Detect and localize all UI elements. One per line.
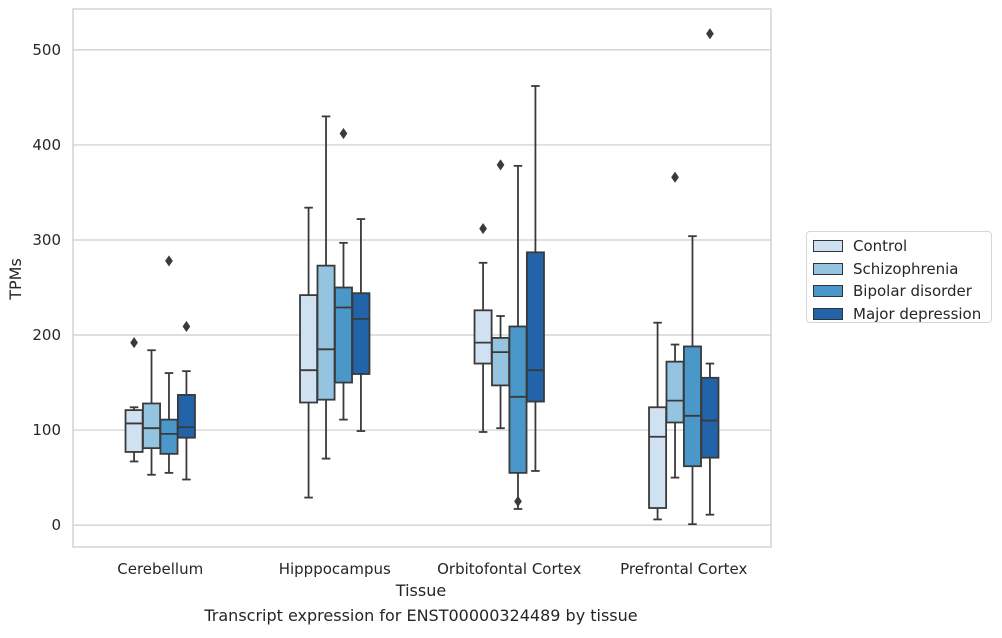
x-axis-label: Tissue	[395, 581, 446, 600]
outlier-point	[514, 495, 522, 508]
box-iqr	[508, 325, 528, 474]
box-bipolar-disorder	[508, 164, 528, 510]
box-bipolar-disorder	[334, 127, 353, 421]
box-major-depression	[700, 28, 720, 516]
legend: Control Schizophrenia Bipolar disorder Majo…	[806, 231, 992, 323]
box-schizophrenia	[316, 115, 336, 460]
box-iqr	[124, 409, 144, 453]
box-schizophrenia	[491, 159, 510, 430]
box-control	[648, 321, 668, 521]
box-iqr	[525, 251, 545, 403]
box-iqr	[473, 309, 493, 365]
box-bipolar-disorder	[683, 235, 702, 526]
box-iqr	[700, 376, 720, 459]
box-iqr	[142, 402, 161, 450]
y-tick-label: 100	[32, 421, 61, 439]
legend-swatch	[813, 307, 843, 320]
legend-swatch	[813, 240, 843, 253]
x-tick-label: Prefrontal Cortex	[620, 560, 747, 578]
x-tick-label: Cerebellum	[117, 560, 203, 578]
legend-label: Bipolar disorder	[853, 282, 972, 301]
box-iqr	[176, 394, 196, 439]
box-control	[299, 206, 319, 499]
box-iqr	[683, 345, 702, 468]
box-major-depression	[176, 320, 196, 481]
box-iqr	[648, 406, 668, 509]
box-major-depression	[351, 218, 371, 432]
y-axis-label: TPMs	[6, 258, 25, 301]
y-tick-label: 200	[32, 326, 61, 344]
box-iqr	[299, 294, 319, 404]
y-tick-label: 400	[32, 136, 61, 154]
box-iqr	[491, 336, 510, 387]
box-major-depression	[525, 85, 545, 472]
outlier-point	[130, 336, 138, 349]
box-iqr	[334, 286, 353, 384]
box-iqr	[316, 264, 336, 401]
legend-item: Schizophrenia	[813, 258, 991, 281]
x-tick-label: Orbitofontal Cortex	[437, 560, 581, 578]
y-tick-label: 300	[32, 231, 61, 249]
y-tick-label: 500	[32, 41, 61, 59]
x-tick-label: Hipppocampus	[279, 560, 391, 578]
legend-label: Schizophrenia	[853, 259, 959, 278]
outlier-point	[165, 255, 173, 267]
box-control	[124, 336, 144, 463]
figure-caption: Transcript expression for ENST0000032448…	[204, 606, 638, 625]
legend-label: Control	[853, 237, 908, 256]
outlier-point	[496, 159, 505, 171]
box-bipolar-disorder	[159, 255, 179, 474]
box-schizophrenia	[665, 171, 685, 479]
box-schizophrenia	[142, 349, 161, 476]
outlier-point	[182, 320, 191, 333]
legend-swatch	[813, 262, 843, 275]
legend-label: Major depression	[853, 304, 982, 323]
box-iqr	[665, 360, 685, 424]
box-iqr	[351, 292, 371, 375]
outlier-point	[671, 171, 679, 183]
y-tick-label: 0	[51, 516, 61, 534]
outlier-point	[339, 127, 348, 140]
boxplot-series	[124, 28, 720, 526]
plot-frame	[72, 8, 772, 548]
outlier-point	[706, 28, 714, 40]
legend-swatch	[813, 285, 843, 298]
outlier-point	[479, 222, 487, 235]
box-iqr	[159, 418, 179, 455]
box-control	[473, 222, 493, 433]
legend-item: Control	[813, 235, 991, 258]
axes: 0 100 200 300 400 500 Cerebellum Hipppocampus Or…	[32, 8, 772, 578]
legend-item: Major depression	[813, 303, 991, 326]
legend-item: Bipolar disorder	[813, 280, 991, 303]
